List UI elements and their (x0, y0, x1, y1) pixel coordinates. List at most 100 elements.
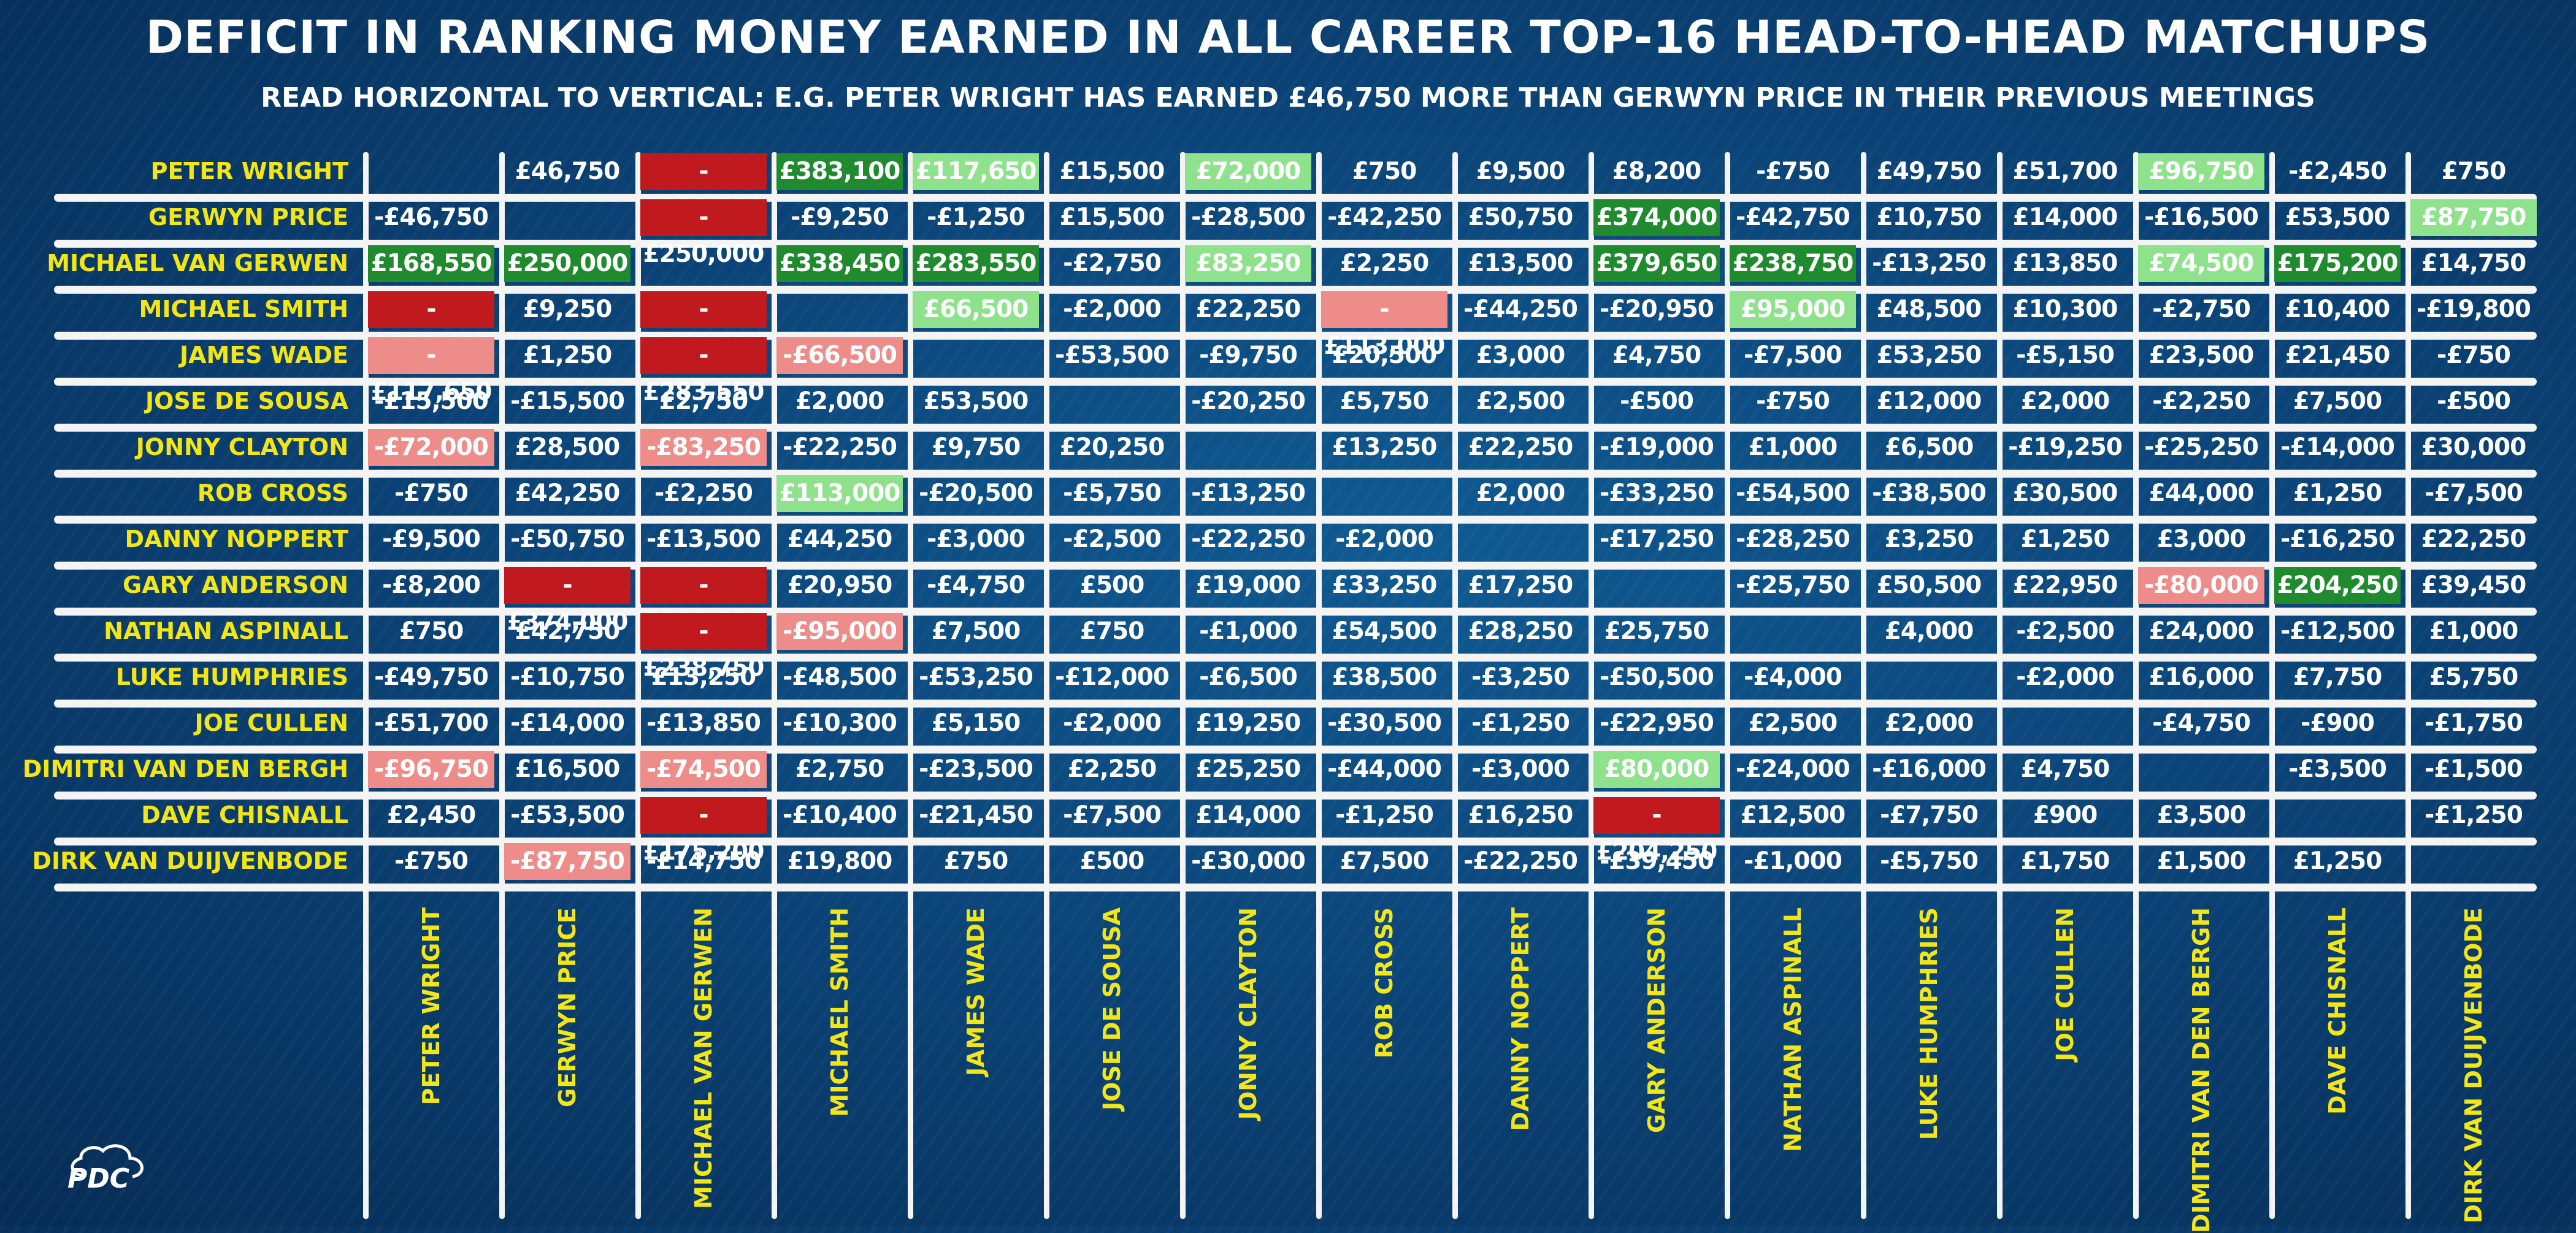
table-cell: £250,000 (504, 245, 631, 282)
table-cell: £83,250 (1185, 245, 1311, 282)
chart-title: DEFICIT IN RANKING MONEY EARNED IN ALL C… (145, 11, 2431, 64)
table-cell: £5,150 (931, 709, 1021, 737)
column-label: ROB CROSS (1360, 907, 1409, 1196)
row-label: LUKE HUMPHRIES (115, 663, 348, 690)
column-label-text: GARY ANDERSON (1643, 907, 1670, 1133)
table-cell: -£15,500 (510, 387, 625, 415)
column-label: JOSE DE SOUSA (1087, 907, 1137, 1196)
table-cell: £13,250 (651, 663, 757, 691)
table-cell: £30,000 (2421, 433, 2527, 461)
table-cell: £54,500 (1332, 617, 1438, 645)
table-cell: £14,000 (2012, 204, 2118, 231)
table-cell: -£46,750 (374, 204, 489, 231)
table-cell: £175,200 (2274, 245, 2401, 282)
table-cell: -£72,000 (368, 429, 494, 466)
row-separator (54, 470, 2537, 478)
table-cell: £2,450 (386, 801, 477, 829)
table-cell: -£2,250 (654, 479, 753, 507)
table-cell: -£83,250 (640, 429, 767, 466)
pdc-logo: PDC (67, 1144, 144, 1193)
table-cell: -£20,950 (1600, 296, 1714, 323)
table-cell: £900 (2033, 801, 2098, 829)
table-cell (2410, 843, 2537, 880)
table-cell: -£374,000 (504, 567, 631, 636)
column-separator (772, 152, 777, 1219)
table-cell: £2,250 (1340, 250, 1430, 277)
table-cell: £33,250 (1332, 571, 1438, 599)
table-cell: -£7,500 (2425, 479, 2523, 507)
column-separator (499, 152, 505, 1219)
row-separator (54, 240, 2537, 248)
table-cell: £238,750 (1730, 245, 1856, 282)
table-cell: -£2,250 (2152, 387, 2251, 415)
column-separator (1725, 152, 1730, 1219)
column-label: GERWYN PRICE (543, 907, 592, 1196)
table-cell (1321, 475, 1447, 512)
table-cell: -£2,000 (1063, 296, 1162, 323)
table-cell: -£14,000 (510, 709, 625, 737)
column-separator (2133, 152, 2139, 1219)
table-cell: -£42,250 (1327, 204, 1442, 231)
table-cell: £9,500 (1476, 158, 1566, 185)
table-cell: -£1,750 (2425, 709, 2523, 737)
table-cell: -£175,200 (640, 797, 767, 866)
table-cell: -£66,500 (776, 337, 903, 374)
table-cell: -£22,950 (1600, 709, 1714, 737)
table-cell: -£22,250 (783, 433, 897, 461)
column-label: DIMITRI VAN DEN BERGH (2177, 907, 2226, 1233)
table-cell: -£5,150 (2016, 342, 2115, 369)
table-cell: -£10,400 (783, 801, 897, 829)
table-cell: -£2,500 (2016, 617, 2115, 645)
table-cell: -£44,250 (1463, 296, 1578, 323)
table-cell: -£1,250 (927, 204, 1025, 231)
table-cell: £48,500 (1876, 296, 1982, 323)
row-separator (54, 516, 2537, 524)
table-cell: -£500 (2437, 387, 2511, 415)
table-cell: £3,000 (2156, 525, 2247, 553)
table-cell: £113,000 (776, 475, 903, 512)
table-cell: £10,400 (2285, 296, 2391, 323)
table-cell: £42,750 (515, 617, 621, 645)
column-label: MICHAEL SMITH (815, 907, 864, 1196)
table-cell: £10,300 (2012, 296, 2118, 323)
table-cell: £338,450 (776, 245, 903, 282)
table-cell: -£10,750 (510, 663, 625, 691)
table-cell: -£1,000 (1199, 617, 1298, 645)
table-cell: £5,750 (1340, 387, 1430, 415)
column-separator (1316, 152, 1322, 1219)
row-label: DIMITRI VAN DEN BERGH (22, 755, 348, 782)
table-cell: -£19,000 (1600, 433, 1714, 461)
table-cell: -£14,750 (646, 847, 761, 875)
table-cell: £22,250 (1195, 296, 1301, 323)
column-label-text: MICHAEL VAN GERWEN (690, 907, 717, 1209)
column-label-text: ROB CROSS (1371, 907, 1398, 1059)
row-separator (54, 378, 2537, 386)
table-cell: £500 (1079, 571, 1145, 599)
column-label: DANNY NOPPERT (1496, 907, 1545, 1196)
table-cell (2002, 705, 2128, 742)
table-cell: -£3,250 (1471, 663, 1570, 691)
table-cell: -£383,100 (368, 291, 494, 360)
table-cell: £750 (1079, 617, 1145, 645)
table-cell: -£4,750 (927, 571, 1025, 599)
table-cell: £14,000 (1195, 801, 1301, 829)
table-cell: -£3,000 (1471, 755, 1570, 783)
table-cell: -£2,000 (2016, 663, 2115, 691)
row-label: PETER WRIGHT (150, 158, 348, 185)
table-cell: £49,750 (1876, 158, 1982, 185)
table-cell: -£22,250 (1463, 847, 1578, 875)
table-cell: £28,500 (515, 433, 621, 461)
table-cell: -£1,250 (2425, 801, 2523, 829)
table-cell: £374,000 (1593, 199, 1720, 236)
table-cell: -£238,750 (640, 613, 767, 682)
table-cell: -£500 (1620, 387, 1694, 415)
column-label-text: DANNY NOPPERT (1507, 907, 1534, 1131)
table-cell: -£44,000 (1327, 755, 1442, 783)
table-cell: £7,500 (2293, 387, 2383, 415)
table-cell: £2,000 (1884, 709, 1974, 737)
table-cell: -£5,750 (1880, 847, 1979, 875)
table-cell: £20,250 (1059, 433, 1165, 461)
table-cell: -£13,250 (1872, 250, 1987, 277)
table-cell: £117,650 (913, 153, 1039, 190)
table-cell: £28,250 (1468, 617, 1574, 645)
